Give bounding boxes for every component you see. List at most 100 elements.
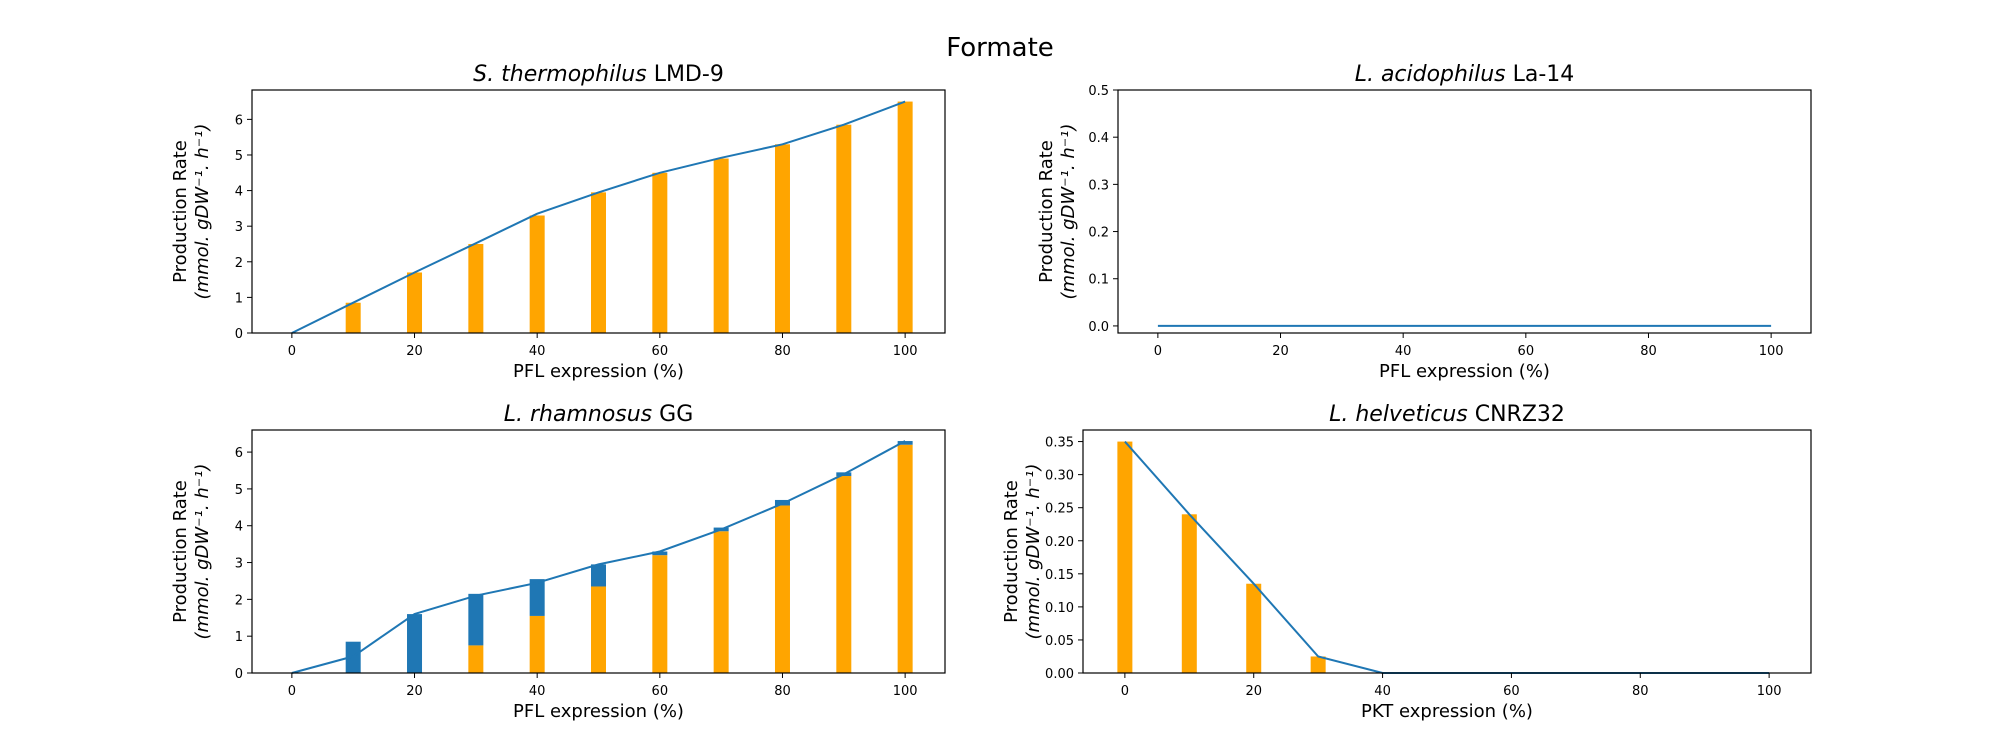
bar-blue (591, 564, 606, 587)
x-tick-label: 100 (893, 684, 918, 699)
bar-orange (468, 243, 484, 333)
bar-blue (468, 593, 484, 646)
panel-title-species: S. thermophilus (473, 62, 647, 87)
y-axis-label-line2: (mmol. gDW⁻¹. h⁻¹) (1023, 464, 1044, 640)
series-line (1124, 440, 1770, 674)
axes-frame (1082, 429, 1812, 674)
x-tick-label: 80 (774, 344, 791, 359)
y-tick-label: 0.2 (1088, 226, 1109, 241)
x-tick-label: 60 (652, 684, 669, 699)
bar-orange (1246, 583, 1262, 673)
bar-orange (713, 531, 729, 673)
axes-frame (1117, 89, 1812, 334)
x-tick-label: 80 (1640, 344, 1657, 359)
y-axis-label: Production Rate(mmol. gDW⁻¹. h⁻¹) (170, 124, 213, 300)
panel-4: 0 20 40 60 80 100 0.00 0.05 0.10 0.15 0.20 0.25 0.30… (1001, 402, 1812, 722)
y-tick-label: 0.15 (1045, 568, 1074, 583)
bar-blue (897, 441, 913, 445)
y-axis-label-line1: Production Rate (170, 480, 191, 623)
x-tick-label: 80 (1632, 684, 1649, 699)
y-tick-label: 0.05 (1045, 634, 1074, 649)
y-tick-label: 4 (235, 185, 243, 200)
bar-blue (652, 551, 668, 556)
y-tick-label: 6 (235, 113, 243, 128)
panel-title: L. acidophilus La-14 (1355, 62, 1575, 87)
bar-orange (1117, 441, 1133, 673)
y-tick-label: 1 (235, 291, 243, 306)
bar-orange (652, 555, 668, 673)
axes-frame (251, 429, 946, 674)
y-tick-label: 0.1 (1088, 273, 1109, 288)
y-tick-label: 3 (235, 557, 243, 572)
x-tick-label: 20 (406, 344, 423, 359)
panel-title: L. rhamnosus GG (504, 402, 694, 427)
bar-orange (897, 101, 913, 333)
bar-orange (1181, 514, 1197, 673)
x-axis-label: PFL expression (%) (513, 701, 684, 722)
y-axis-label: Production Rate(mmol. gDW⁻¹. h⁻¹) (1001, 464, 1044, 640)
bar-orange (713, 158, 729, 333)
x-tick-label: 100 (1759, 344, 1784, 359)
y-tick-label: 0.4 (1088, 131, 1109, 146)
panel-title-strain: CNRZ32 (1468, 402, 1565, 427)
y-tick-label: 0.0 (1088, 320, 1109, 335)
y-tick-label: 0 (235, 667, 243, 682)
x-tick-label: 0 (288, 344, 296, 359)
y-tick-label: 1 (235, 630, 243, 645)
suptitle: Formate (946, 33, 1054, 63)
bar-orange (1310, 656, 1326, 673)
y-tick-label: 0.30 (1045, 469, 1074, 484)
series-line (291, 440, 906, 674)
bar-orange (897, 444, 913, 673)
panel-title-species: L. rhamnosus (504, 402, 652, 427)
bar-blue (529, 579, 545, 616)
y-axis-label-line2: (mmol. gDW⁻¹. h⁻¹) (1058, 124, 1079, 300)
bar-orange (774, 144, 790, 333)
series-line (291, 100, 906, 334)
y-axis-label: Production Rate(mmol. gDW⁻¹. h⁻¹) (170, 464, 213, 640)
y-tick-label: 5 (235, 483, 243, 498)
bar-orange (529, 215, 545, 333)
bar-orange (836, 476, 852, 673)
y-axis-label: Production Rate(mmol. gDW⁻¹. h⁻¹) (1036, 124, 1079, 300)
y-tick-label: 0.3 (1088, 178, 1109, 193)
panel-title-species: L. acidophilus (1355, 62, 1506, 87)
y-axis-label-line1: Production Rate (1036, 140, 1057, 283)
x-tick-label: 40 (529, 344, 546, 359)
x-tick-label: 20 (1272, 344, 1289, 359)
y-tick-label: 6 (235, 446, 243, 461)
axes-frame (251, 89, 946, 334)
x-tick-label: 60 (652, 344, 669, 359)
panel-2: 0 20 40 60 80 100 0.0 0.1 0.2 0.3 0.4 0.5 PFL expres… (1036, 62, 1812, 382)
bar-orange (652, 172, 668, 333)
bar-orange (529, 615, 545, 673)
x-tick-label: 100 (893, 344, 918, 359)
x-tick-label: 0 (288, 684, 296, 699)
y-axis-label-line1: Production Rate (170, 140, 191, 283)
bar-orange (468, 645, 484, 673)
x-axis-label: PKT expression (%) (1361, 701, 1533, 722)
x-tick-label: 40 (529, 684, 546, 699)
panel-title-strain: LMD-9 (647, 62, 724, 87)
y-tick-label: 5 (235, 149, 243, 164)
y-tick-label: 0.5 (1088, 84, 1109, 99)
y-tick-label: 4 (235, 520, 243, 535)
bar-orange (591, 586, 606, 673)
x-tick-label: 60 (1503, 684, 1520, 699)
y-tick-label: 0.20 (1045, 535, 1074, 550)
y-tick-label: 3 (235, 220, 243, 235)
bar-orange (407, 272, 423, 333)
panel-title-species: L. helveticus (1329, 402, 1468, 427)
y-axis-label-line1: Production Rate (1001, 480, 1022, 623)
y-tick-label: 0.35 (1045, 436, 1074, 451)
panel-title-strain: GG (652, 402, 693, 427)
bar-orange (774, 505, 790, 673)
y-tick-label: 0.25 (1045, 502, 1074, 517)
panel-title: S. thermophilus LMD-9 (473, 62, 724, 87)
x-axis-label: PFL expression (%) (513, 361, 684, 382)
y-tick-label: 2 (235, 593, 243, 608)
bar-orange (836, 124, 852, 333)
x-tick-label: 0 (1154, 344, 1162, 359)
x-tick-label: 20 (406, 684, 423, 699)
